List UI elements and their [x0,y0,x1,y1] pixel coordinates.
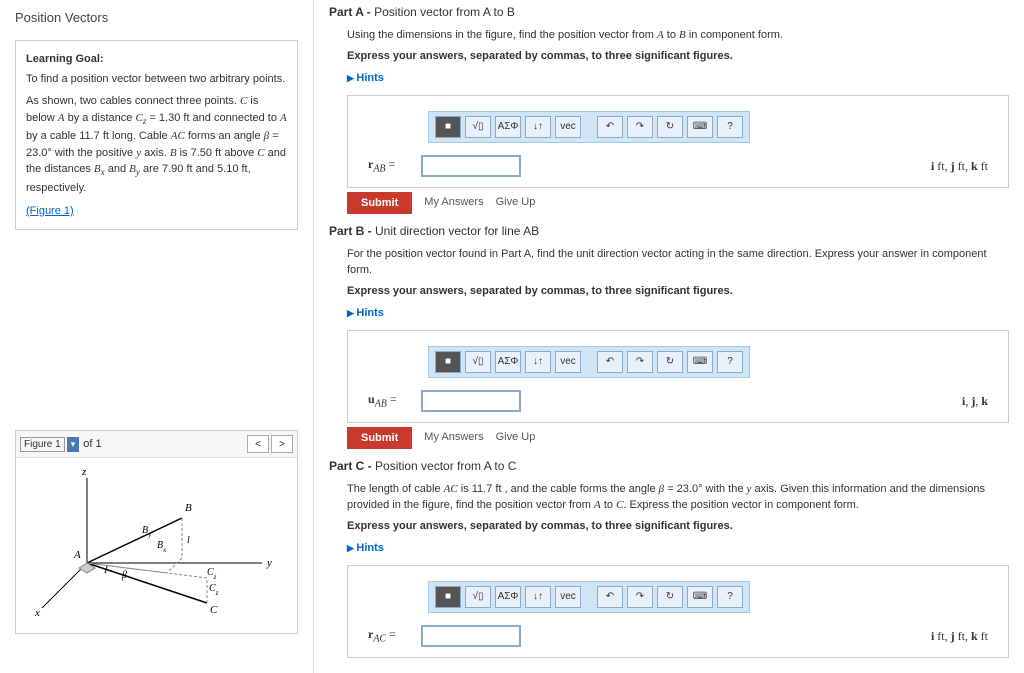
part-B-submit-button[interactable]: Submit [347,427,412,449]
toolbar-undo-button[interactable]: ↶ [597,351,623,373]
figure-panel: Figure 1 ▾ of 1 < > z y x A B [15,430,298,634]
toolbar-subscript-button[interactable]: ↓↑ [525,586,551,608]
svg-text:x: x [34,607,40,619]
part-B-answer-input[interactable] [421,390,521,412]
part-A-instructions: Using the dimensions in the figure, find… [347,27,1009,44]
figure-diagram: z y x A B C By Bx l Cz Cz [27,463,287,628]
right-panel: Part A - Position vector from A to B Usin… [314,0,1024,673]
page-title: Position Vectors [15,10,298,25]
part-A-hints-toggle[interactable]: Hints [347,70,384,87]
svg-text:Cz: Cz [207,567,217,581]
toolbar-greek-button[interactable]: ΑΣΦ [495,116,521,138]
part-B-instructions: For the position vector found in Part A,… [347,246,1009,279]
figure-of-text: of 1 [83,438,101,450]
figure-link[interactable]: (Figure 1) [26,205,74,217]
figure-next-button[interactable]: > [271,435,293,453]
svg-text:Cz: Cz [209,583,219,597]
toolbar-keyboard-button[interactable]: ⌨ [687,351,713,373]
toolbar-sqrt-button[interactable]: √▯ [465,586,491,608]
part-C-units: i ft, j ft, k ft [931,627,988,645]
part-A: Part A - Position vector from A to B Usin… [329,5,1009,214]
toolbar-redo-button[interactable]: ↷ [627,586,653,608]
svg-text:z: z [81,466,87,478]
part-B-var-label: uAB = [368,390,413,411]
part-C-hints-toggle[interactable]: Hints [347,540,384,557]
toolbar-help-button[interactable]: ? [717,116,743,138]
toolbar-redo-button[interactable]: ↷ [627,116,653,138]
toolbar-keyboard-button[interactable]: ⌨ [687,586,713,608]
figure-body: z y x A B C By Bx l Cz Cz [16,458,297,633]
svg-text:β: β [121,570,127,581]
part-B-hints-toggle[interactable]: Hints [347,305,384,322]
svg-text:y: y [266,557,272,569]
part-C-var-label: rAC = [368,625,413,646]
part-A-format-instr: Express your answers, separated by comma… [347,48,1009,65]
toolbar-vector-button[interactable]: vec [555,351,581,373]
part-A-answer-input[interactable] [421,155,521,177]
toolbar-help-button[interactable]: ? [717,586,743,608]
toolbar-greek-button[interactable]: ΑΣΦ [495,351,521,373]
toolbar-sqrt-button[interactable]: √▯ [465,116,491,138]
equation-toolbar: ■√▯ΑΣΦ↓↑vec ↶↷↻⌨? [428,581,750,613]
toolbar-templates-button[interactable]: ■ [435,351,461,373]
part-C-answer-area: ■√▯ΑΣΦ↓↑vec ↶↷↻⌨? rAC = i ft, j ft, k ft [347,565,1009,658]
part-A-myanswers-link[interactable]: My Answers [424,194,483,211]
toolbar-undo-button[interactable]: ↶ [597,586,623,608]
toolbar-subscript-button[interactable]: ↓↑ [525,351,551,373]
equation-toolbar: ■√▯ΑΣΦ↓↑vec ↶↷↻⌨? [428,346,750,378]
toolbar-keyboard-button[interactable]: ⌨ [687,116,713,138]
figure-dropdown-icon[interactable]: ▾ [67,437,80,452]
toolbar-reset-button[interactable]: ↻ [657,116,683,138]
svg-text:C: C [210,604,218,616]
learning-goal-label: Learning Goal: [26,51,287,68]
part-C-instructions: The length of cable AC is 11.7 ft , and … [347,481,1009,514]
part-B-answer-area: ■√▯ΑΣΦ↓↑vec ↶↷↻⌨? uAB = i, j, k [347,330,1009,423]
part-B-format-instr: Express your answers, separated by comma… [347,283,1009,300]
problem-description: As shown, two cables connect three point… [26,93,287,197]
figure-select-label: Figure 1 [20,437,65,452]
svg-text:B: B [185,502,192,514]
toolbar-templates-button[interactable]: ■ [435,586,461,608]
part-A-var-label: rAB = [368,155,413,176]
svg-text:l: l [187,535,190,546]
toolbar-redo-button[interactable]: ↷ [627,351,653,373]
equation-toolbar: ■√▯ΑΣΦ↓↑vec ↶↷↻⌨? [428,111,750,143]
part-B: Part B - Unit direction vector for line … [329,224,1009,449]
learning-goal-text: To find a position vector between two ar… [26,71,287,88]
part-C-answer-input[interactable] [421,625,521,647]
svg-text:A: A [73,549,81,561]
part-A-answer-area: ■√▯ΑΣΦ↓↑vec ↶↷↻⌨? rAB = i ft, j ft, k ft [347,95,1009,188]
figure-header: Figure 1 ▾ of 1 < > [16,431,297,458]
toolbar-undo-button[interactable]: ↶ [597,116,623,138]
toolbar-templates-button[interactable]: ■ [435,116,461,138]
part-B-units: i, j, k [962,392,988,410]
toolbar-vector-button[interactable]: vec [555,586,581,608]
toolbar-sqrt-button[interactable]: √▯ [465,351,491,373]
svg-text:Bx: Bx [157,540,167,554]
part-C-title: Part C - Position vector from A to C [329,459,1009,473]
toolbar-subscript-button[interactable]: ↓↑ [525,116,551,138]
part-B-title: Part B - Unit direction vector for line … [329,224,1009,238]
part-A-submit-button[interactable]: Submit [347,192,412,214]
part-C-format-instr: Express your answers, separated by comma… [347,518,1009,535]
learning-goal-box: Learning Goal: To find a position vector… [15,40,298,230]
part-A-title: Part A - Position vector from A to B [329,5,1009,19]
toolbar-vector-button[interactable]: vec [555,116,581,138]
part-A-giveup-link[interactable]: Give Up [496,194,536,211]
part-B-giveup-link[interactable]: Give Up [496,429,536,446]
toolbar-reset-button[interactable]: ↻ [657,586,683,608]
figure-prev-button[interactable]: < [247,435,269,453]
toolbar-greek-button[interactable]: ΑΣΦ [495,586,521,608]
part-A-units: i ft, j ft, k ft [931,157,988,175]
toolbar-help-button[interactable]: ? [717,351,743,373]
part-B-myanswers-link[interactable]: My Answers [424,429,483,446]
left-panel: Position Vectors Learning Goal: To find … [0,0,314,673]
part-C: Part C - Position vector from A to C The … [329,459,1009,658]
toolbar-reset-button[interactable]: ↻ [657,351,683,373]
